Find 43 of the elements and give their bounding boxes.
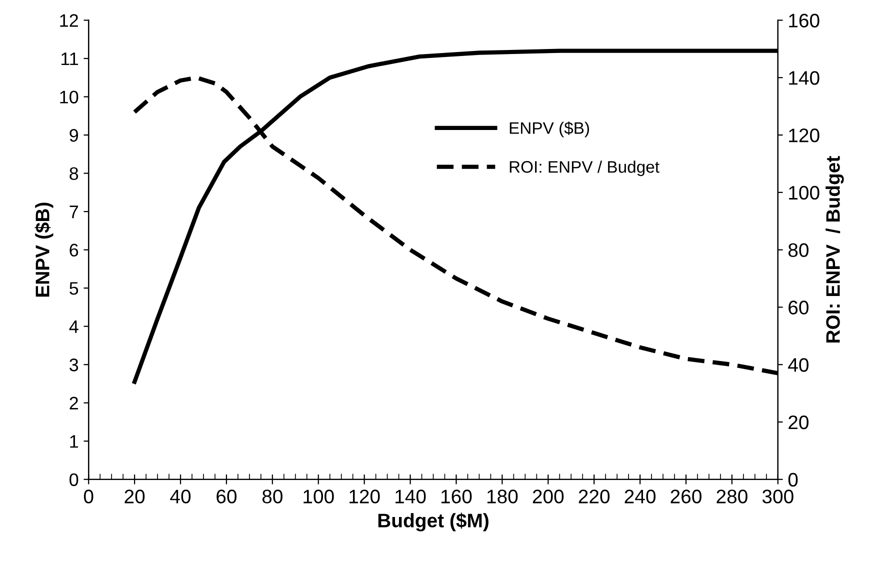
y2-tick-label: 100 <box>789 186 820 200</box>
x-tick-label: 280 <box>716 490 748 504</box>
x-tick-label: 180 <box>487 490 518 504</box>
x-tick-label: 20 <box>124 490 145 504</box>
x-tick-label: 0 <box>84 490 94 504</box>
y2-axis-title: ROI: ENPV / Budget <box>826 156 844 342</box>
legend-label: ENPV ($B) <box>510 121 589 138</box>
y-tick-label: 9 <box>70 128 78 142</box>
x-tick-label: 200 <box>532 490 564 504</box>
y-tick-label: 5 <box>70 282 78 295</box>
y-tick-label: 6 <box>70 244 78 257</box>
y2-tick-label: 20 <box>788 415 808 430</box>
x-tick-label: 60 <box>216 490 237 504</box>
y-tick-label: 10 <box>60 90 78 104</box>
y-tick-label: 12 <box>60 14 78 27</box>
x-tick-label: 300 <box>762 490 794 504</box>
legend-label: ROI: ENPV / Budget <box>510 160 660 176</box>
x-tick-label: 100 <box>304 490 334 504</box>
y2-tick-label: 140 <box>789 71 820 85</box>
y-tick-label: 2 <box>70 396 78 410</box>
x-tick-label: 160 <box>441 490 472 504</box>
y-tick-label: 11 <box>62 52 78 66</box>
y2-tick-label: 40 <box>788 358 808 372</box>
x-tick-label: 140 <box>396 490 426 504</box>
y-tick-label: 1 <box>70 435 78 448</box>
x-tick-label: 80 <box>262 490 282 504</box>
x-tick-label: 260 <box>670 490 702 504</box>
y-tick-label: 7 <box>70 206 78 218</box>
x-tick-label: 220 <box>578 490 610 504</box>
x-tick-label: 40 <box>170 490 191 504</box>
y-tick-label: 8 <box>70 167 78 180</box>
x-tick-label: 240 <box>624 490 656 504</box>
y2-tick-label: 120 <box>789 128 820 142</box>
y2-tick-label: 0 <box>788 472 798 487</box>
x-axis-title: Budget ($M) <box>378 512 488 532</box>
y-tick-label: 0 <box>70 473 78 486</box>
y-tick-label: 3 <box>70 358 78 372</box>
y2-tick-label: 80 <box>788 243 808 258</box>
y2-tick-label: 60 <box>788 300 808 314</box>
y-axis-title: ENPV ($B) <box>34 202 54 297</box>
y2-tick-label: 160 <box>789 14 820 28</box>
x-tick-label: 120 <box>350 490 380 504</box>
y-tick-label: 4 <box>69 320 78 333</box>
